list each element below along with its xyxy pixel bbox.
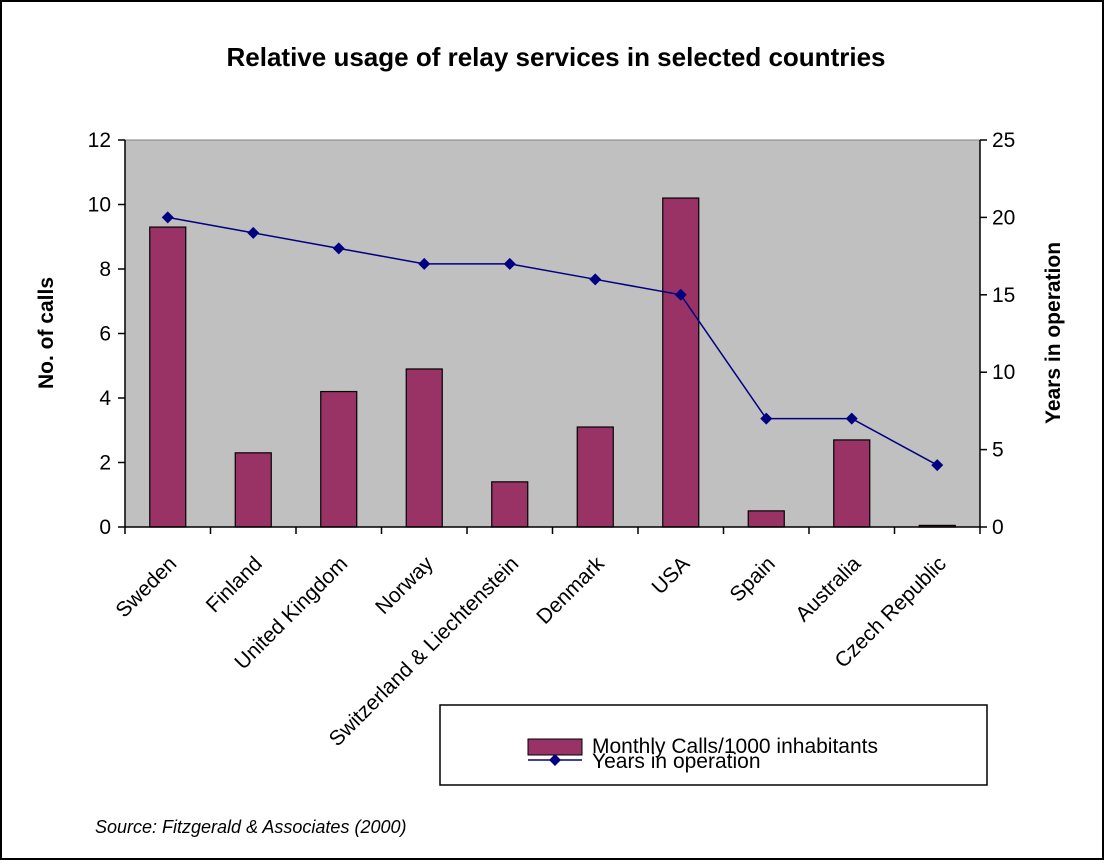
line-path: [167, 216, 938, 466]
left-axis-ticks: 0 2 4 6 8 10 12: [88, 129, 981, 539]
right-tick-label: 5: [992, 439, 1004, 462]
legend-swatch-marker: [549, 754, 561, 766]
bar-series: [149, 197, 956, 528]
y-axis-label: No. of calls: [35, 277, 58, 389]
bar-6: [576, 426, 614, 528]
line-point-8: [760, 412, 773, 425]
line-point-4: [418, 257, 431, 270]
left-tick-label: 4: [99, 387, 111, 410]
legend-label-bar: Monthly Calls/1000 inhabitants: [592, 735, 878, 758]
legend: Monthly Calls/1000 inhabitants Years in …: [439, 704, 988, 786]
line-point-10: [931, 459, 944, 472]
chart-title: Relative usage of relay services in sele…: [227, 42, 886, 72]
left-tick-label: 12: [88, 129, 111, 152]
bar-7: [662, 197, 700, 528]
bar-8: [747, 510, 785, 528]
bar-4: [405, 368, 443, 528]
line-point-1: [161, 211, 174, 224]
right-tick-label: 10: [992, 361, 1015, 384]
line-point-9: [845, 412, 858, 425]
line-point-2: [247, 226, 260, 239]
bar-3: [320, 390, 358, 528]
bar-5: [491, 481, 529, 528]
legend-label-line: Years in operation: [592, 750, 761, 773]
left-tick-label: 6: [99, 323, 111, 346]
left-tick-label: 8: [99, 258, 111, 281]
line-series: [161, 211, 944, 472]
left-tick-label: 10: [88, 194, 111, 217]
line-point-3: [332, 242, 345, 255]
line-point-6: [589, 273, 602, 286]
bar-2: [234, 452, 272, 528]
bar-9: [833, 439, 871, 528]
left-tick-label: 0: [99, 516, 111, 539]
source-note: Source: Fitzgerald & Associates (2000): [95, 817, 406, 837]
legend-swatch-bar: [527, 738, 583, 756]
line-point-7: [674, 288, 687, 301]
right-tick-label: 20: [992, 206, 1015, 229]
bar-1: [149, 226, 187, 528]
y2-axis-label: Years in operation: [1042, 242, 1065, 424]
line-point-5: [503, 257, 516, 270]
right-tick-label: 25: [992, 129, 1015, 152]
right-axis-ticks: 0 5 10 15 20 25: [980, 129, 1015, 539]
left-tick-label: 2: [99, 452, 111, 475]
right-tick-label: 15: [992, 284, 1015, 307]
right-tick-label: 0: [992, 516, 1004, 539]
